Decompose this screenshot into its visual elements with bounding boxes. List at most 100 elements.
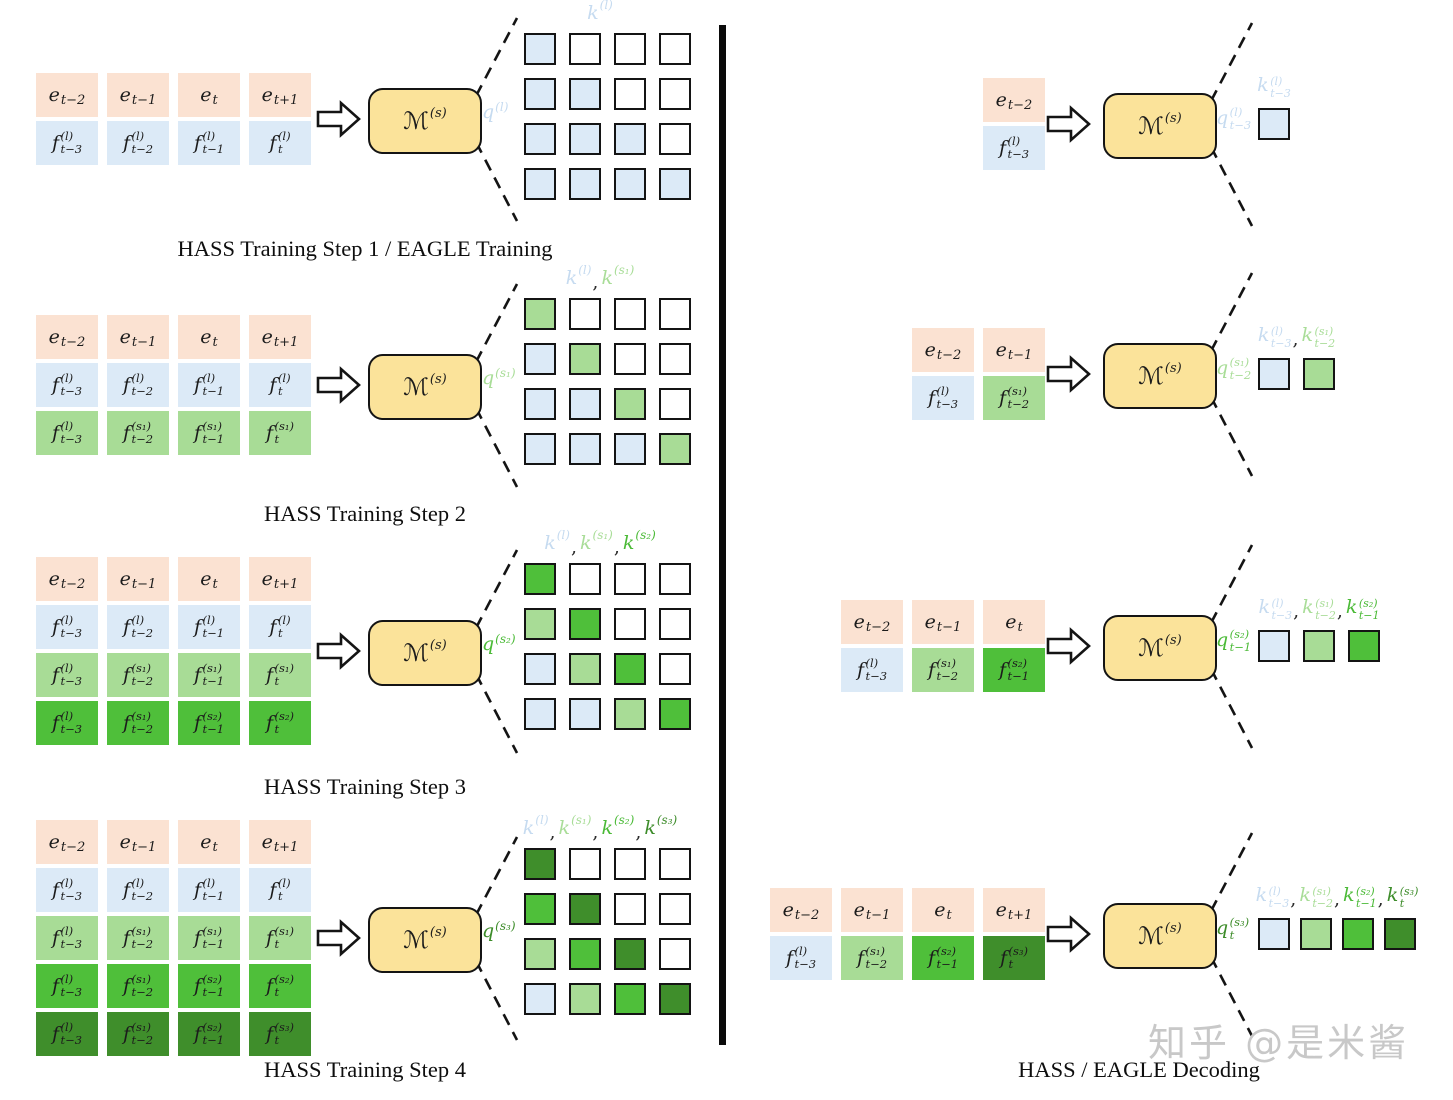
k-label-part: k (l) (544, 528, 570, 553)
math-sub: t−3 (1271, 609, 1293, 623)
math-base: k (1257, 74, 1269, 96)
fanout-dash-top (474, 17, 519, 97)
math-sup: (l) (1229, 105, 1243, 119)
math-sub: t−1 (202, 1033, 225, 1047)
k-label-part: k (s₂) (601, 813, 634, 838)
math-base: f (193, 711, 201, 734)
token-cell: e t−1 (983, 328, 1045, 372)
math-sub: t+1 (273, 839, 299, 855)
math-sub: t−2 (60, 576, 86, 592)
attention-mask-cell (524, 168, 556, 200)
math-base: f (51, 373, 59, 396)
fanout-dash-bottom (474, 407, 519, 488)
math-base: f (193, 663, 201, 686)
q-label: q (s₁) t−2 (1216, 356, 1251, 382)
math-scripts: (l) t−3 (60, 130, 82, 156)
math-scripts: (l) t−3 (60, 372, 82, 398)
model-box: ℳ (s) (368, 907, 482, 973)
math-base: e (48, 830, 60, 853)
math-sub: t−1 (202, 674, 225, 688)
math-base: f (998, 658, 1006, 681)
q-label: q (s₂) t−1 (1216, 628, 1251, 654)
math-sup: (s) (1164, 920, 1182, 936)
math-base: e (1005, 610, 1017, 633)
math-base: k (558, 817, 571, 839)
math-base: f (122, 421, 130, 444)
math-base: e (200, 567, 212, 590)
math-base: q (482, 633, 495, 655)
math-sub: t−3 (60, 985, 83, 999)
arrow-right-icon (1046, 915, 1092, 957)
attention-mask-cell (614, 33, 646, 65)
math-sub: t−3 (60, 937, 83, 951)
math-sup: (l) (556, 528, 570, 542)
math-sup: (s₁) (131, 709, 151, 724)
math-base: k (580, 532, 592, 554)
math-sup: (l) (535, 813, 549, 827)
arrow-right-icon (1046, 105, 1091, 143)
attention-mask-cell (659, 123, 691, 155)
math-base: q (482, 367, 495, 389)
math-sup: (s₂) (495, 631, 516, 646)
output-kv-cell (1258, 358, 1290, 390)
attention-mask-cell (614, 343, 646, 375)
math-sup: (s₁) (131, 1020, 151, 1035)
math-sup: (l) (1270, 325, 1283, 338)
math-sub: t−2 (1315, 609, 1336, 623)
math-sub: t−3 (1007, 147, 1030, 161)
math-sup: (s₃) (656, 813, 678, 827)
math-base: q (482, 920, 495, 942)
token-cell: e t−1 (107, 820, 169, 864)
math-scripts: (l) t−3 (936, 385, 958, 411)
math-sup: (l) (60, 129, 74, 144)
fanout-dash-top (1209, 832, 1254, 912)
math-scripts: (s₁) t−2 (131, 662, 153, 688)
math-scripts: (s₃) t (275, 1021, 295, 1047)
attention-mask-cell (614, 893, 646, 925)
token-cell: f (s₂) t−1 (178, 1012, 240, 1056)
math-base: f (193, 926, 201, 949)
k-label: k (l), k (s₁) (566, 263, 635, 293)
arrow-right-icon (1046, 627, 1091, 665)
math-base: f (51, 663, 59, 686)
math-scripts: (s₁) t−1 (202, 925, 224, 951)
math-sup: (s₁) (202, 419, 222, 434)
token-cell: f (s₃) t (983, 936, 1045, 980)
k-label: k (l) t−3, k (s₁) t−2, k (s₂) t−1, k (s₃) t (1256, 884, 1419, 911)
math-sup: (s₂) (1356, 885, 1375, 898)
math-sub: t−2 (131, 384, 154, 398)
math-sub: t (277, 384, 283, 398)
attention-mask-cell (524, 938, 556, 970)
math-base: k (1345, 596, 1358, 618)
math-sub: t−3 (1268, 897, 1290, 911)
token-cell: e t−1 (107, 315, 169, 359)
model-box: ℳ (s) (1103, 93, 1217, 159)
math-scripts: (l) t−3 (60, 925, 82, 951)
attention-mask-cell (569, 848, 601, 880)
math-scripts: (l) t−3 (1268, 885, 1290, 911)
comma-separator: , (549, 821, 556, 843)
math-sub: t−1 (202, 432, 225, 446)
math-scripts: (l) t−2 (131, 877, 153, 903)
token-cell: f (l) t−2 (107, 605, 169, 649)
math-sup: (l) (794, 944, 808, 959)
math-base: e (934, 898, 946, 921)
math-base: q (1216, 629, 1229, 652)
attention-mask-cell (659, 938, 691, 970)
q-label: q (s₃) t (1216, 916, 1249, 942)
k-label: k (l), k (s₁), k (s₂) (544, 528, 656, 558)
attention-mask-cell (569, 123, 601, 155)
math-sup: (s₂) (635, 528, 656, 542)
math-base: f (856, 658, 864, 681)
math-sub: t−1 (1229, 639, 1252, 654)
math-sup: (l) (202, 876, 216, 891)
math-sub: t−3 (60, 1033, 83, 1047)
math-sub: t (277, 889, 283, 903)
attention-mask-cell (524, 608, 556, 640)
math-base: k (1343, 884, 1355, 906)
math-sub: t−3 (60, 432, 83, 446)
attention-mask-cell (569, 168, 601, 200)
math-sub: t−2 (865, 619, 891, 635)
